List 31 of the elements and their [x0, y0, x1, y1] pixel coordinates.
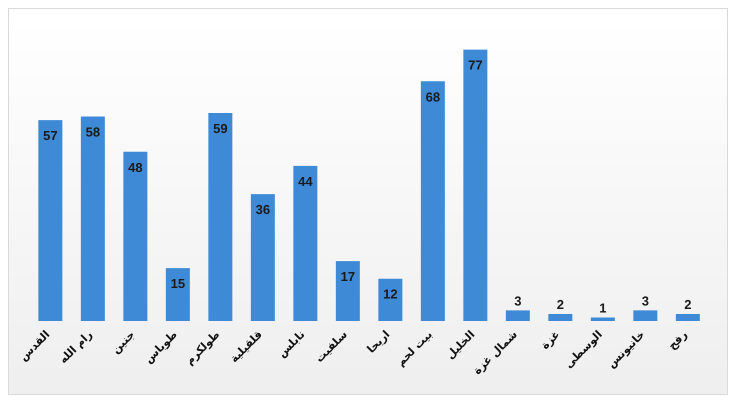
data-label: 3	[642, 293, 649, 308]
data-label: 36	[256, 202, 270, 218]
x-tick-label: نابلس	[275, 328, 308, 360]
data-label: 77	[468, 58, 483, 73]
x-tick-label: اريحا	[364, 328, 392, 356]
x-tick-label: رفح	[666, 328, 690, 352]
x-tick-label: رام الله	[56, 328, 95, 366]
data-label: 48	[128, 160, 143, 175]
data-label: 12	[383, 286, 398, 302]
x-tick-label: غزة	[538, 328, 562, 352]
x-tick-label: سلفيت	[312, 328, 350, 365]
data-label: 15	[170, 276, 186, 292]
x-tick-label: القدس	[16, 328, 52, 364]
data-label: 3	[514, 293, 522, 308]
data-label: 2	[684, 296, 692, 312]
data-label: 2	[556, 296, 564, 312]
data-label: 58	[86, 124, 100, 140]
x-tick-label: الوسطى	[562, 328, 605, 371]
x-tick-label: قلقيلية	[228, 328, 265, 366]
data-label: 68	[426, 89, 440, 104]
data-label: 57	[43, 128, 58, 144]
x-tick-label: بيت لحم	[394, 328, 435, 369]
x-tick-label: الخليل	[444, 328, 478, 362]
x-tick-label: جنين	[109, 328, 138, 356]
data-label: 1	[599, 300, 606, 316]
data-label: 17	[340, 269, 356, 284]
x-tick-label: طولكرم	[182, 328, 222, 368]
data-label: 59	[213, 121, 228, 136]
x-tick-label: طوباس	[142, 328, 180, 366]
x-tick-label: خانيونس	[604, 328, 648, 371]
data-label: 44	[298, 174, 314, 189]
